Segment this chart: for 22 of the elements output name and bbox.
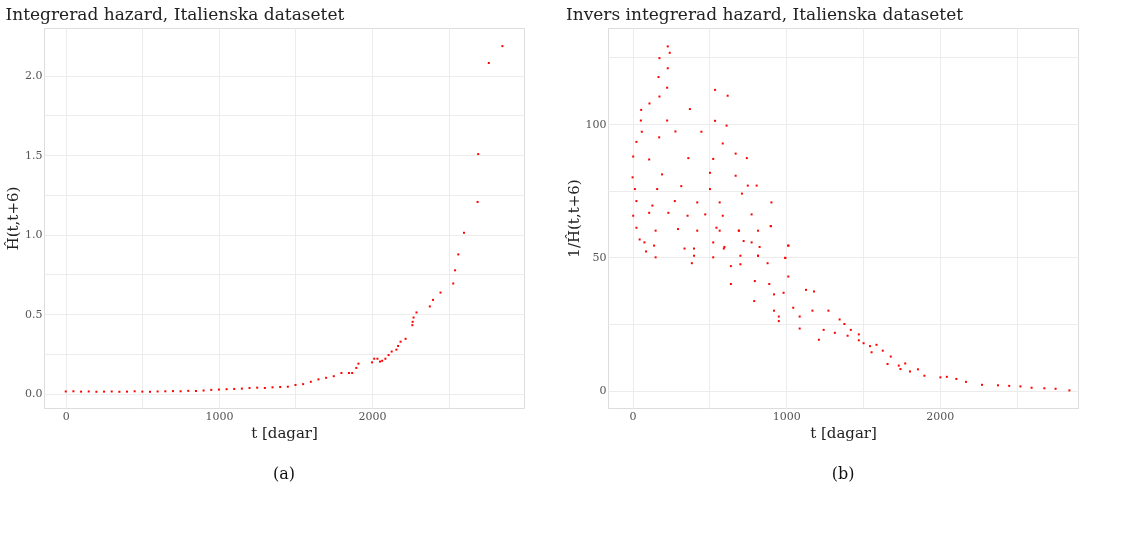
y-tick-label: 0.0: [25, 387, 43, 401]
y-tick-label: 100: [585, 117, 607, 131]
y-tick-label: 0.5: [25, 307, 43, 321]
y-tick-label: 2.0: [25, 69, 43, 83]
chart-title: Invers integrerad hazard, Italienska datasetet: [566, 4, 964, 24]
x-tick-label: 1000: [205, 409, 234, 423]
x-tick-label: 0: [62, 409, 70, 423]
y-tick-label: 1.0: [25, 228, 43, 242]
y-axis-title: 1/Ĥ(t,t+6): [564, 179, 583, 258]
x-tick-label: 0: [629, 409, 637, 423]
y-tick-label: 50: [592, 250, 607, 264]
y-axis-title: Ĥ(t,t+6): [4, 186, 23, 251]
text: (a): [272, 464, 296, 483]
x-tick-label: 2000: [358, 409, 387, 423]
x-axis-title: t [dagar]: [810, 423, 877, 442]
y-tick-label: 1.5: [25, 148, 43, 162]
x-tick-label: 2000: [926, 409, 955, 423]
y-tick-label: 0: [599, 384, 607, 398]
chart-title: Integrerad hazard, Italienska datasetet: [5, 4, 345, 24]
text: (b): [831, 464, 855, 483]
x-axis-title: t [dagar]: [251, 423, 318, 442]
x-tick-label: 1000: [772, 409, 801, 423]
